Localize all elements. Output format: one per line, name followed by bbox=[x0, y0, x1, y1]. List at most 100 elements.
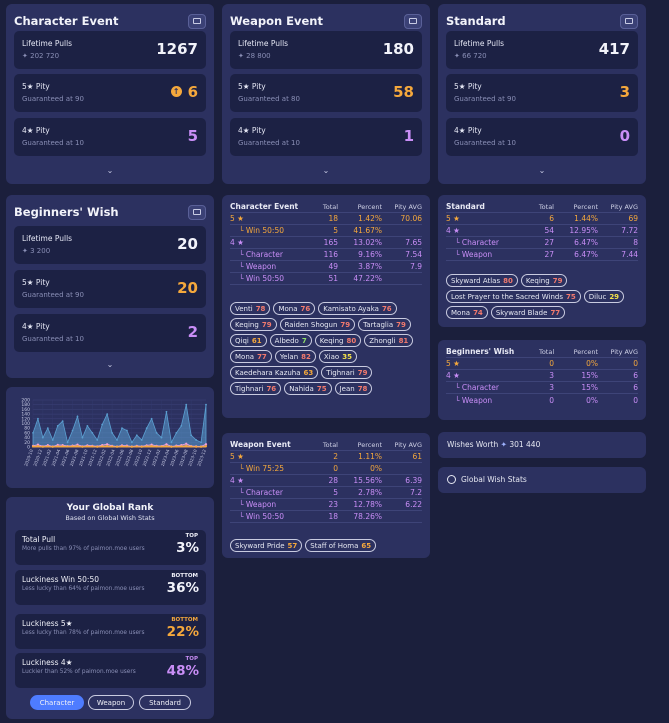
row-total: 165 bbox=[323, 238, 338, 247]
screenshot-button[interactable] bbox=[620, 13, 638, 29]
data-point bbox=[51, 445, 54, 448]
data-point bbox=[106, 444, 109, 448]
data-point bbox=[101, 423, 104, 426]
row-pity: 6 bbox=[633, 383, 638, 392]
pull-tag: Kamisato Ayaka 76 bbox=[318, 302, 397, 315]
tag-pity: 79 bbox=[261, 320, 272, 329]
pull-tag: Yelan 82 bbox=[274, 350, 316, 363]
pity5-number: 6 bbox=[187, 83, 198, 101]
rank-tag: BOTTOM bbox=[171, 573, 198, 579]
pull-tag: Kaedehara Kazuha 63 bbox=[230, 366, 319, 379]
screenshot-button[interactable] bbox=[188, 13, 206, 29]
chevron-down-icon[interactable]: ⌄ bbox=[538, 166, 546, 175]
row-total: 54 bbox=[544, 226, 554, 235]
camera-icon bbox=[625, 18, 633, 24]
rank-luck-4: Luckiness 4★ Luckier than 52% of paimon.m… bbox=[15, 653, 206, 688]
global-wish-stats-button[interactable]: Global Wish Stats bbox=[438, 467, 646, 493]
tag-pity: 75 bbox=[316, 384, 327, 393]
stat-value: 1267 bbox=[156, 40, 198, 58]
y-tick-label: 100 bbox=[21, 421, 30, 427]
y-tick-label: 120 bbox=[21, 416, 30, 422]
tab-weapon[interactable]: Weapon bbox=[88, 695, 134, 710]
row-total: 5 bbox=[333, 226, 338, 235]
character-event-card: Character Event Lifetime Pulls ✦ 202 720 1… bbox=[6, 4, 214, 184]
tab-standard[interactable]: Standard bbox=[139, 695, 191, 710]
row-pity: 7.65 bbox=[405, 238, 422, 247]
rank-value: 36% bbox=[166, 580, 199, 596]
screenshot-button[interactable] bbox=[404, 13, 422, 29]
global-rank-title: Your Global Rank bbox=[66, 503, 154, 513]
stat-value: 5 bbox=[187, 127, 198, 145]
chevron-down-icon[interactable]: ⌄ bbox=[106, 360, 114, 369]
row-pity: 0 bbox=[633, 395, 638, 405]
row-label: └ Character bbox=[239, 250, 283, 259]
pull-tag: Venti 78 bbox=[230, 302, 271, 315]
row-pity: 7.54 bbox=[405, 250, 422, 259]
pulls-chart-card: 200 180 160 140 120 100 80 60 40 20 0 2020-10 2020-1… bbox=[6, 387, 214, 488]
row-percent: 15% bbox=[581, 383, 598, 392]
tag-name: Yelan bbox=[279, 352, 299, 361]
row-total: 6 bbox=[549, 214, 554, 223]
stat-value: 20 bbox=[177, 279, 198, 297]
y-tick-label: 20 bbox=[24, 440, 30, 446]
header-percent: Percent bbox=[357, 440, 382, 449]
table-row: └ Character 3 15% 6 bbox=[446, 382, 638, 394]
rank-value: 3% bbox=[176, 540, 199, 556]
row-percent: 15% bbox=[581, 371, 598, 380]
y-tick-label: 80 bbox=[24, 426, 30, 432]
global-wish-stats-link[interactable]: Global Wish Stats bbox=[447, 475, 527, 484]
tag-pity: 7 bbox=[301, 336, 307, 345]
row-label: 4 ★ bbox=[446, 371, 460, 380]
tag-name: Mona bbox=[278, 304, 298, 313]
data-point bbox=[31, 445, 35, 448]
primogem-icon: ✦ bbox=[22, 52, 28, 60]
chevron-down-icon[interactable]: ⌄ bbox=[106, 166, 114, 175]
row-percent: 2.78% bbox=[358, 488, 382, 497]
tag-name: Diluc bbox=[588, 292, 607, 301]
pulls-area-chart: 2001801601401201008060402002020-102020-1… bbox=[21, 398, 208, 467]
tag-name: Qiqi bbox=[235, 336, 249, 345]
rank-sub: More pulls than 97% of paimon.moe users bbox=[22, 546, 145, 552]
tag-name: Xiao bbox=[323, 352, 340, 361]
rank-label: Total Pull bbox=[22, 535, 56, 544]
x-tick-label: 2021-10 bbox=[78, 448, 89, 466]
primogem-value: 3 200 bbox=[30, 247, 51, 255]
row-percent: 13.02% bbox=[353, 238, 382, 247]
data-point bbox=[185, 442, 188, 445]
data-point bbox=[155, 445, 158, 448]
row-total: 3 bbox=[549, 383, 554, 392]
row-label: └ Win 50:50 bbox=[239, 226, 284, 235]
data-point bbox=[185, 444, 188, 447]
x-tick-label: 2022-04 bbox=[105, 448, 116, 466]
pull-tag: Keqing 79 bbox=[520, 274, 568, 287]
data-point bbox=[135, 434, 138, 437]
row-label: 5 ★ bbox=[230, 452, 244, 461]
stat-sub: Guaranteed at 10 bbox=[22, 139, 84, 147]
row-total: 116 bbox=[323, 250, 338, 259]
screenshot-button[interactable] bbox=[188, 204, 206, 220]
table-row: └ Win 50:50 18 78.26% bbox=[230, 511, 422, 523]
pull-tag: Zhongli 81 bbox=[364, 334, 414, 347]
header-pity: Pity AVG bbox=[610, 202, 638, 211]
rank-total-pull: Total Pull More pulls than 97% of paimon.… bbox=[15, 530, 206, 565]
row-percent: 12.78% bbox=[353, 500, 382, 509]
chevron-down-icon[interactable]: ⌄ bbox=[322, 166, 330, 175]
data-point bbox=[190, 445, 193, 448]
table-row: 4 ★ 3 15% 6 bbox=[446, 370, 638, 382]
stat-label: Lifetime Pulls bbox=[454, 39, 505, 48]
row-percent: 12.95% bbox=[569, 226, 598, 235]
data-point bbox=[56, 445, 59, 448]
row-total: 2 bbox=[333, 452, 338, 461]
x-tick-label: 2022-08 bbox=[123, 448, 134, 466]
row-total: 18 bbox=[328, 214, 338, 223]
data-point bbox=[150, 444, 153, 448]
tab-character[interactable]: Character bbox=[30, 695, 84, 710]
pull-tag: Staff of Homa 65 bbox=[305, 539, 377, 552]
row-label: └ Weapon bbox=[455, 250, 493, 259]
row-percent: 1.42% bbox=[358, 214, 382, 223]
weapon-event-card: Weapon Event Lifetime Pulls ✦ 28 800 180 5… bbox=[222, 4, 430, 184]
header-percent: Percent bbox=[573, 202, 598, 211]
primogem-amount: ✦ 202 720 bbox=[22, 52, 59, 60]
stat-sub: Guaranteed at 80 bbox=[238, 95, 300, 103]
row-pity: 0 bbox=[633, 359, 638, 368]
